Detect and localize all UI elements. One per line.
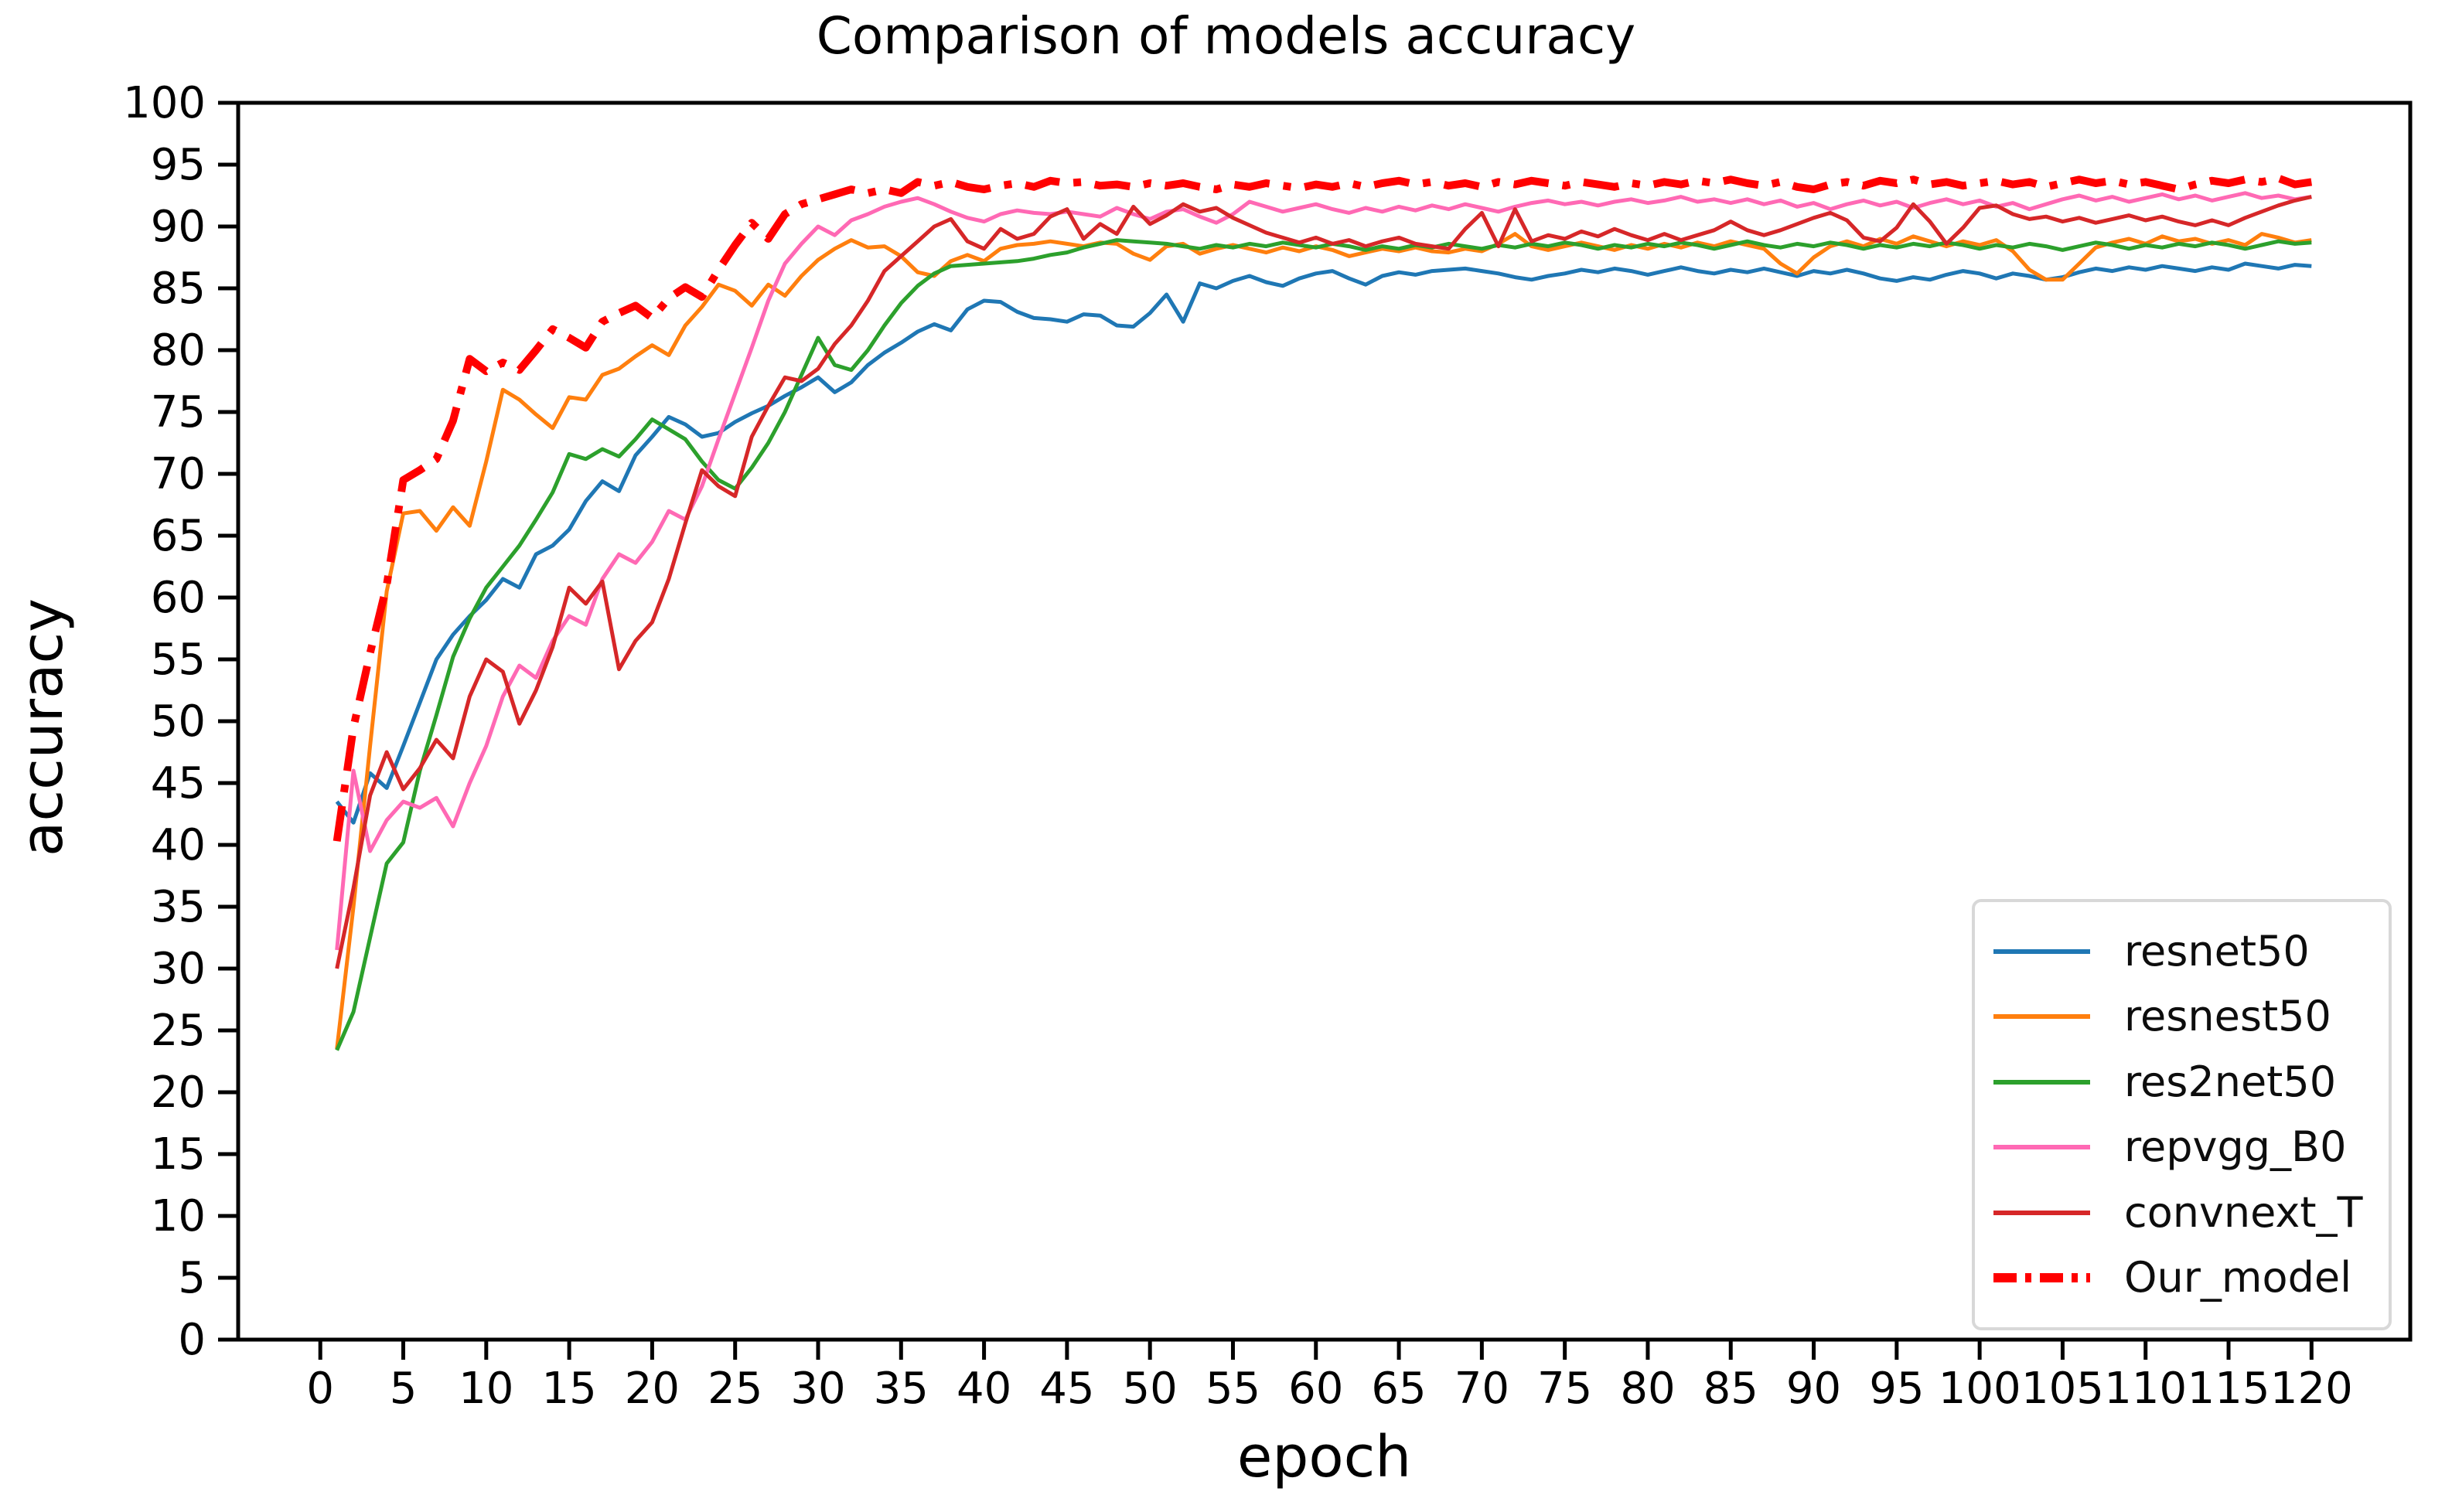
- y-tick-label: 75: [151, 387, 206, 438]
- legend-swatch-our-model: [1993, 1273, 2090, 1283]
- series-line-res2net50: [335, 238, 2312, 1051]
- legend-swatch-repvgg-b0: [1993, 1145, 2090, 1150]
- y-tick-label: 85: [151, 264, 206, 314]
- x-tick-label: 75: [1537, 1364, 1592, 1414]
- x-tick-label: 45: [1039, 1364, 1094, 1414]
- y-tick-label: 50: [151, 696, 206, 747]
- x-tick-label: 105: [2021, 1364, 2104, 1414]
- legend-swatch-convnext-t: [1993, 1210, 2090, 1215]
- x-tick-label: 40: [957, 1364, 1011, 1414]
- legend-item-resnet50: resnet50: [1975, 926, 2389, 976]
- legend-item-our-model: Our_model: [1975, 1257, 2389, 1299]
- series-line-resnest50: [335, 232, 2312, 1050]
- y-tick-label: 45: [151, 758, 206, 809]
- y-axis-label: accuracy: [9, 598, 76, 856]
- x-tick-label: 55: [1206, 1364, 1260, 1414]
- y-tick-label: 40: [151, 820, 206, 870]
- x-tick-label: 120: [2270, 1364, 2353, 1414]
- series-line-convnext_T: [335, 195, 2312, 969]
- legend-label: repvgg_B0: [2124, 1122, 2347, 1172]
- y-tick-label: 70: [151, 449, 206, 499]
- legend-label: res2net50: [2124, 1057, 2337, 1106]
- x-axis-label: epoch: [1236, 1424, 1412, 1490]
- legend-item-repvgg-b0: repvgg_B0: [1975, 1126, 2389, 1168]
- y-tick-label: 55: [151, 635, 206, 685]
- legend-label: convnext_T: [2124, 1187, 2363, 1237]
- x-tick-label: 100: [1939, 1364, 2021, 1414]
- x-tick-label: 95: [1869, 1364, 1924, 1414]
- series-line-repvgg_B0: [335, 191, 2312, 951]
- x-tick-label: 15: [541, 1364, 596, 1414]
- x-tick-label: 115: [2188, 1364, 2270, 1414]
- x-tick-label: 35: [874, 1364, 929, 1414]
- x-tick-label: 60: [1288, 1364, 1343, 1414]
- x-tick-label: 90: [1786, 1364, 1841, 1414]
- x-tick-label: 5: [390, 1364, 418, 1414]
- x-tick-label: 80: [1620, 1364, 1675, 1414]
- legend-label: resnet50: [2124, 926, 2310, 976]
- legend-label: Our_model: [2124, 1253, 2352, 1303]
- y-tick-label: 90: [151, 202, 206, 252]
- y-tick-label: 30: [151, 944, 206, 994]
- y-tick-label: 60: [151, 573, 206, 623]
- x-tick-label: 30: [790, 1364, 845, 1414]
- x-tick-label: 50: [1123, 1364, 1178, 1414]
- y-tick-label: 0: [178, 1315, 206, 1365]
- x-tick-label: 110: [2104, 1364, 2187, 1414]
- legend-swatch-res2net50: [1993, 1079, 2090, 1085]
- y-tick-label: 100: [123, 78, 206, 128]
- x-tick-label: 10: [459, 1364, 513, 1414]
- y-tick-label: 20: [151, 1068, 206, 1118]
- x-tick-label: 25: [708, 1364, 762, 1414]
- legend-item-res2net50: res2net50: [1975, 1061, 2389, 1103]
- y-tick-label: 10: [151, 1191, 206, 1241]
- x-tick-label: 0: [306, 1364, 334, 1414]
- x-tick-label: 85: [1703, 1364, 1758, 1414]
- y-tick-label: 65: [151, 511, 206, 561]
- y-tick-label: 25: [151, 1006, 206, 1056]
- legend: resnet50 resnest50 res2net50 repvgg_B0 c…: [1972, 899, 2392, 1330]
- plot-frame: [236, 100, 2413, 1342]
- legend-swatch-resnet50: [1993, 948, 2090, 954]
- chart-title: Comparison of models accuracy: [816, 6, 1636, 66]
- x-tick-label: 70: [1454, 1364, 1509, 1414]
- x-tick-label: 20: [625, 1364, 680, 1414]
- y-tick-label: 80: [151, 325, 206, 376]
- y-tick-label: 95: [151, 140, 206, 190]
- legend-item-resnest50: resnest50: [1975, 996, 2389, 1037]
- legend-item-convnext-t: convnext_T: [1975, 1187, 2389, 1237]
- y-tick-label: 35: [151, 882, 206, 932]
- series-line-Our_model: [333, 174, 2313, 842]
- series-line-resnet50: [335, 261, 2312, 825]
- legend-swatch-resnest50: [1993, 1014, 2090, 1020]
- legend-label: resnest50: [2124, 992, 2331, 1041]
- x-tick-label: 65: [1371, 1364, 1426, 1414]
- y-tick-label: 5: [178, 1253, 206, 1303]
- y-tick-label: 15: [151, 1129, 206, 1180]
